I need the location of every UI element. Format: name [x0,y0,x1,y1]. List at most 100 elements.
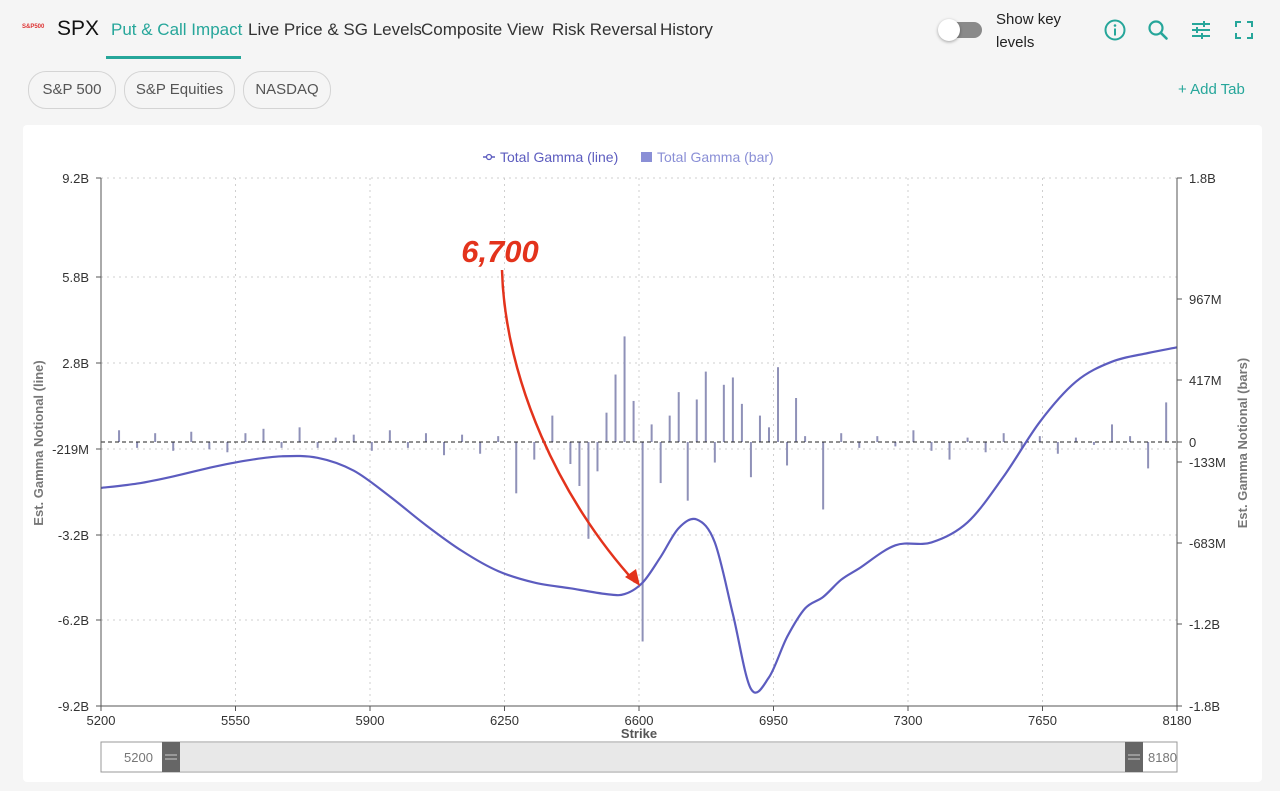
gamma-bar [614,374,617,442]
right-tick-label: 1.8B [1189,171,1216,186]
pill-sp500[interactable]: S&P 500 [28,71,116,109]
left-axis-ticks: 9.2B 5.8B 2.8B -219M -3.2B -6.2B -9.2B [52,171,101,714]
add-tab-button[interactable]: + Add Tab [1178,81,1245,98]
x-tick-label: 6250 [490,713,519,728]
right-tick-label: 0 [1189,435,1196,450]
gamma-bar [659,442,662,484]
range-max-label: 8180 [1148,750,1177,765]
gamma-bar [569,442,572,464]
tab-live-price-sg-levels[interactable]: Live Price & SG Levels [248,20,422,39]
right-tick-label: -1.8B [1189,699,1220,714]
gamma-bar [262,428,265,442]
left-tick-label: -3.2B [58,528,89,543]
gamma-bar [443,442,446,456]
gamma-bar [280,442,283,448]
search-icon[interactable] [1146,18,1170,42]
legend-item-bar[interactable]: Total Gamma (bar) [641,149,774,165]
gamma-bar [406,442,409,448]
line-series [100,346,1178,694]
left-tick-label: 5.8B [62,270,89,285]
gamma-bar [596,442,599,472]
gamma-bar [461,434,464,442]
gamma-bar [136,442,139,448]
sliders-icon[interactable] [1189,18,1213,42]
tab-history[interactable]: History [660,20,713,39]
gamma-bar [731,377,734,442]
gamma-bar [244,433,247,442]
gamma-bar [758,415,761,442]
annotation-label: 6,700 [461,234,539,269]
gamma-bar [1147,442,1150,469]
gamma-bar [623,336,626,442]
tab-risk-reversal[interactable]: Risk Reversal [552,20,657,39]
gamma-bar [822,442,825,510]
right-tick-label: -133M [1189,455,1226,470]
gamma-bar [352,434,355,442]
gamma-bar [208,442,211,450]
right-tick-label: -683M [1189,536,1226,551]
left-tick-label: -219M [52,442,89,457]
gamma-bar [740,403,743,442]
fullscreen-icon[interactable] [1232,18,1256,42]
gamma-bar [677,392,680,442]
gamma-bar [424,433,427,442]
x-axis-ticks: 5200 5550 5900 6250 6600 6950 7300 7650 8180 [87,706,1191,728]
gamma-bar [722,384,725,442]
gamma-bar [605,412,608,442]
right-axis-title: Est. Gamma Notional (bars) [1235,358,1250,528]
gamma-bar [795,398,798,442]
right-tick-label: 967M [1189,292,1222,307]
active-tab-indicator [106,56,241,59]
gamma-bar [298,427,301,442]
range-slider[interactable]: 5200 8180 [100,741,1178,773]
gamma-bar [668,415,671,442]
gamma-bar [632,400,635,442]
gamma-bar [930,442,933,451]
gamma-bar [984,442,987,453]
bar-series [118,336,1168,642]
left-tick-label: -9.2B [58,699,89,714]
gamma-bar [172,442,175,451]
right-tick-label: 417M [1189,373,1222,388]
show-key-levels-toggle[interactable] [938,19,982,41]
gamma-bar [388,430,391,442]
x-tick-label: 7300 [894,713,923,728]
right-axis-ticks: 1.8B 967M 417M 0 -133M -683M -1.2B -1.8B [1177,171,1226,714]
gamma-bar [650,424,653,442]
tab-put-call-impact[interactable]: Put & Call Impact [111,20,243,39]
gamma-bar [226,442,229,453]
range-handle-right[interactable] [1125,742,1143,772]
gamma-bar [1111,424,1114,442]
x-axis-title: Strike [621,726,657,741]
pill-sp-equities[interactable]: S&P Equities [124,71,235,109]
gamma-bar [948,442,951,460]
gamma-bar [713,442,716,463]
left-tick-label: 2.8B [62,356,89,371]
range-handle-left[interactable] [162,742,180,772]
gamma-bar [587,442,590,539]
chart-legend: Total Gamma (line) Total Gamma (bar) [483,149,774,165]
legend-item-line[interactable]: Total Gamma (line) [483,149,618,165]
gamma-bar [551,415,554,442]
gamma-bar [704,371,707,442]
info-icon[interactable] [1103,18,1127,42]
gamma-bar [515,442,518,494]
pill-nasdaq[interactable]: NASDAQ [243,71,331,109]
gamma-bar [641,442,644,642]
gamma-bar [154,433,157,442]
gamma-bar [479,442,482,454]
tab-composite-view[interactable]: Composite View [421,20,544,39]
x-tick-label: 7650 [1028,713,1057,728]
gamma-bar [118,430,121,442]
gamma-bar [1074,437,1077,442]
gamma-bar [749,442,752,478]
gamma-bar [1020,442,1023,448]
x-tick-label: 5200 [87,713,116,728]
x-tick-label: 5550 [221,713,250,728]
gamma-bar [316,442,319,448]
gamma-bar [804,436,807,442]
legend-bar-label: Total Gamma (bar) [657,149,774,165]
gamma-bar [966,437,969,442]
gamma-bar [1038,436,1041,442]
